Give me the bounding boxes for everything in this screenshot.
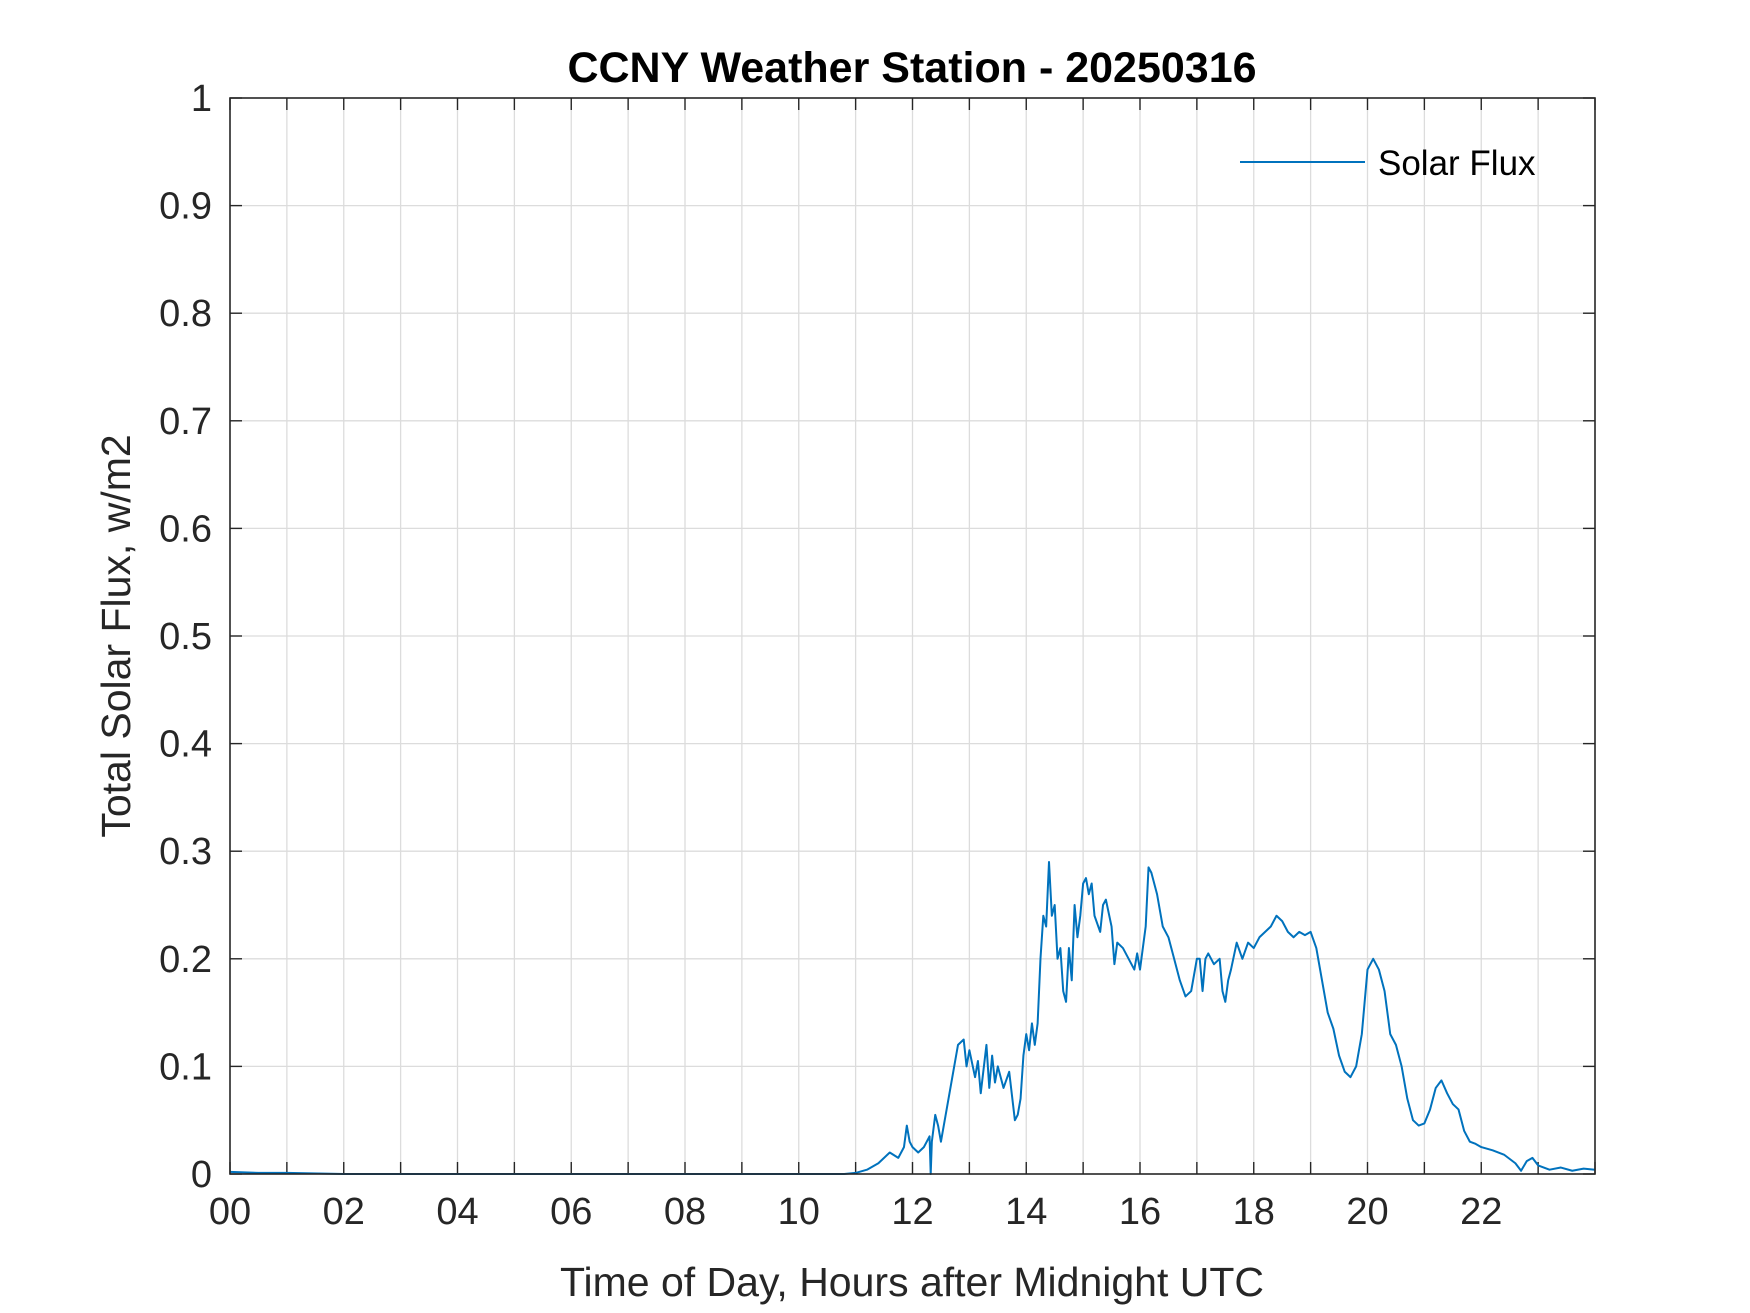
x-tick-label: 08 [664,1191,706,1233]
x-tick-labels: 00 02 04 06 08 10 12 14 16 18 20 22 [209,1191,1503,1233]
series-layer [229,860,1596,1175]
x-tick-label: 18 [1233,1191,1275,1233]
grid [230,98,1595,1174]
axes-box [229,97,1596,1175]
y-tick-label: 0.8 [159,293,212,335]
legend: Solar Flux [1240,144,1536,183]
x-tick-label: 10 [778,1191,820,1233]
x-tick-label: 20 [1346,1191,1388,1233]
y-tick-label: 0.6 [159,508,212,550]
x-axis-label: Time of Day, Hours after Midnight UTC [560,1259,1264,1305]
x-tick-label: 12 [891,1191,933,1233]
y-tick-label: 0.2 [159,939,212,981]
y-tick-label: 0.7 [159,401,212,443]
y-tick-label: 0.4 [159,724,212,766]
y-tick-label: 0.5 [159,616,212,658]
y-tick-label: 0.1 [159,1046,212,1088]
legend-label-solar-flux: Solar Flux [1378,144,1536,183]
y-tick-label: 0.3 [159,831,212,873]
y-tick-labels: 0 0.1 0.2 0.3 0.4 0.5 0.6 0.7 0.8 0.9 1 [159,78,212,1196]
chart-title: CCNY Weather Station - 20250316 [567,44,1256,92]
x-tick-label: 02 [323,1191,365,1233]
x-tick-label: 22 [1460,1191,1502,1233]
x-tick-label: 14 [1005,1191,1047,1233]
y-tick-label: 0.9 [159,186,212,228]
x-tick-label: 04 [436,1191,478,1233]
y-tick-label: 1 [191,78,212,120]
series-line-solar-flux [229,860,1596,1175]
x-tick-label: 06 [550,1191,592,1233]
y-tick-label: 0 [191,1154,212,1196]
x-tick-label: 16 [1119,1191,1161,1233]
y-axis-label: Total Solar Flux, w/m2 [93,434,139,837]
x-tick-label: 00 [209,1191,251,1233]
